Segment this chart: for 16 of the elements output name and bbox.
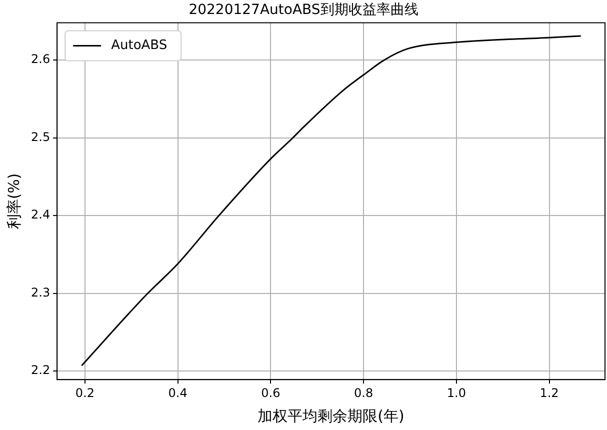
x-tick-label: 0.8 [354,386,374,400]
y-axis-title: 利率(%) [4,173,23,230]
x-tick-label: 1.2 [540,386,559,400]
legend-label: AutoABS [111,38,168,54]
x-axis-title: 加权平均剩余期限(年) [258,406,404,425]
y-tick-label: 2.3 [30,285,50,300]
line-series [80,35,582,366]
y-tick-label: 2.6 [30,52,50,66]
y-tick-label: 2.4 [30,208,50,222]
x-tick-label: 0.6 [261,386,280,400]
y-tick-label: 2.2 [30,363,50,378]
x-tick-label: 0.4 [168,386,188,400]
chart-title: 20220127AutoABS到期收益率曲线 [188,2,418,18]
x-tick-label: 1.0 [446,386,466,400]
x-tick-label: 0.2 [75,386,94,400]
y-tick-label: 2.5 [30,130,50,144]
